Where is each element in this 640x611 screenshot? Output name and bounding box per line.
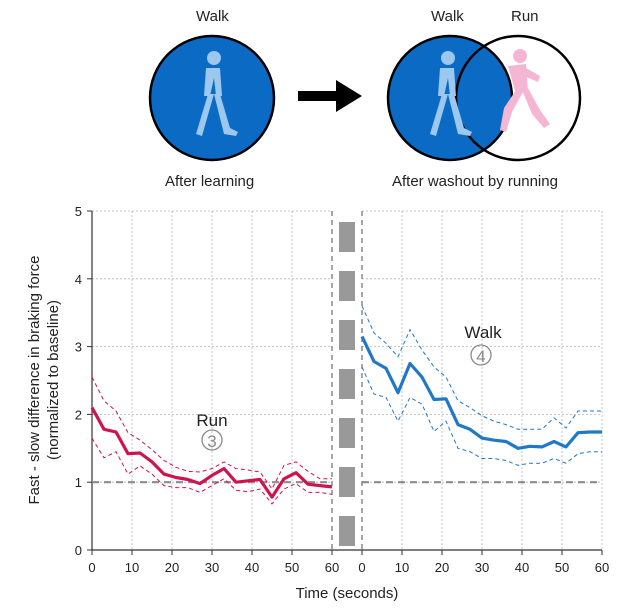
x-tick-label-left: 30 (205, 560, 219, 575)
after-learning-diagram (148, 34, 276, 162)
washout-block (339, 516, 355, 546)
x-axis-title: Time (seconds) (296, 585, 399, 602)
y-tick-label: 5 (75, 204, 82, 219)
y-tick-label: 2 (75, 407, 82, 422)
y-tick-label: 1 (75, 475, 82, 490)
washout-block (339, 369, 355, 399)
run-upper-bound-line (91, 376, 332, 490)
walk-upper-bound-line (361, 305, 602, 430)
right-arrow-icon (298, 80, 362, 112)
x-tick-label-right: 50 (555, 560, 569, 575)
walking-person-icon (196, 51, 238, 136)
walk-marker-circle (470, 344, 492, 366)
y-axis-title-line2: (normalized to baseline) (45, 300, 62, 460)
run-lower-bound-line (91, 437, 333, 505)
walk-marker-number: 4 (476, 347, 485, 366)
run-series-line (90, 406, 333, 499)
after-washout-diagram (386, 34, 582, 162)
y-tick-label: 3 (75, 340, 82, 355)
x-tick-label-left: 60 (325, 560, 339, 575)
washout-block (339, 320, 355, 350)
y-tick-label: 0 (75, 543, 82, 558)
x-tick-label-left: 40 (245, 560, 259, 575)
x-tick-label-right: 40 (515, 560, 529, 575)
x-tick-label-left: 10 (125, 560, 139, 575)
run-marker-circle (201, 429, 223, 451)
right-circle-title-walk: Walk (431, 8, 464, 25)
walk-series-line (360, 335, 602, 450)
x-tick-label-left: 0 (88, 560, 95, 575)
x-tick-label-right: 60 (595, 560, 609, 575)
washout-block (339, 271, 355, 301)
x-tick-label-right: 0 (358, 560, 365, 575)
x-tick-label-left: 20 (165, 560, 179, 575)
right-circle-title-run: Run (511, 8, 539, 25)
walk-series-label: Walk (464, 323, 502, 342)
washout-block (339, 467, 355, 497)
x-tick-label-left: 50 (285, 560, 299, 575)
running-person-icon (500, 49, 550, 132)
x-tick-label-right: 10 (395, 560, 409, 575)
washout-block (339, 418, 355, 448)
x-tick-label-right: 20 (435, 560, 449, 575)
run-marker-number: 3 (207, 432, 216, 451)
left-caption: After learning (165, 173, 255, 190)
run-circle (454, 34, 582, 162)
right-caption: After washout by running (392, 173, 558, 190)
left-circle-title: Walk (196, 8, 229, 25)
x-tick-label-right: 30 (475, 560, 489, 575)
walk-lower-bound-line (361, 366, 602, 466)
walking-person-icon-right (430, 51, 472, 136)
y-axis-title-line1: Fast - slow difference in braking force (26, 255, 43, 504)
washout-block (339, 222, 355, 252)
y-tick-label: 4 (75, 272, 82, 287)
run-series-label: Run (196, 411, 227, 430)
